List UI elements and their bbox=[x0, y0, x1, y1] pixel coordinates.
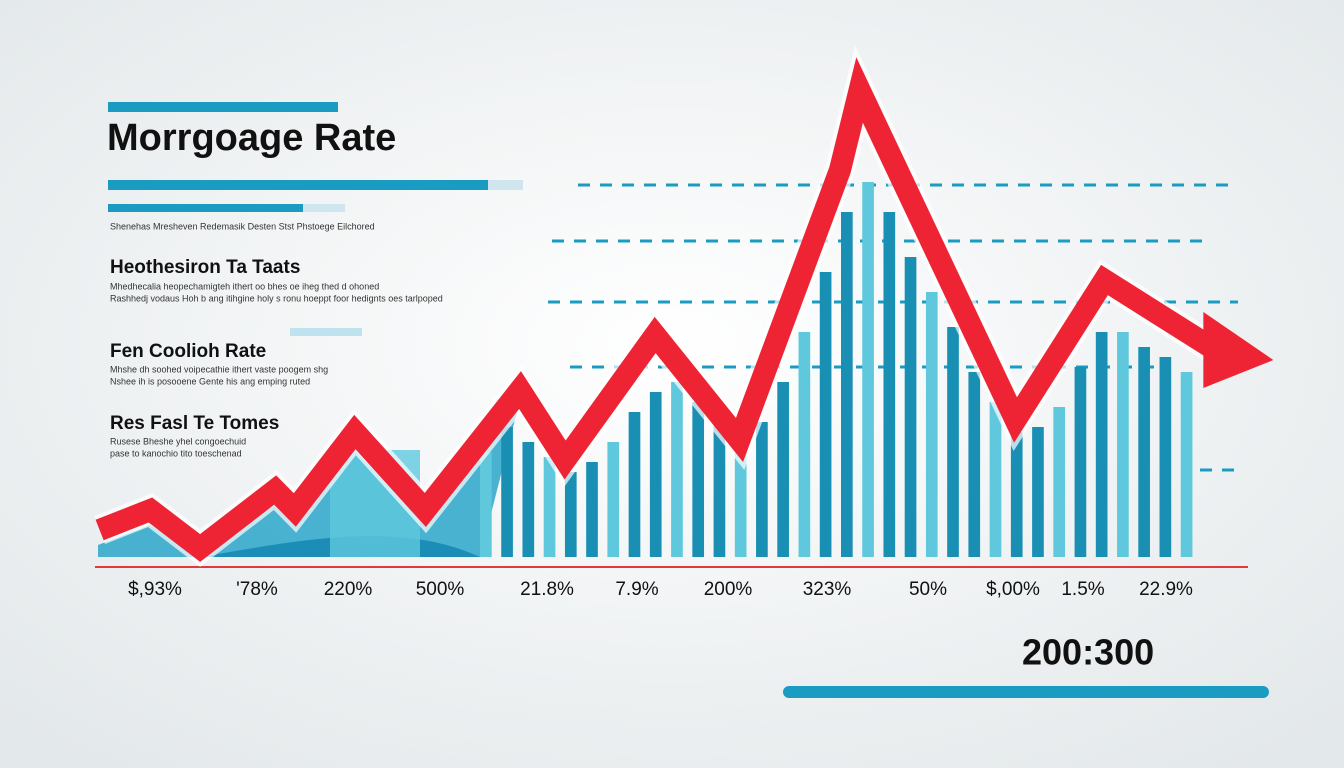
annotation: 200:300 bbox=[1022, 632, 1154, 673]
bar bbox=[756, 422, 768, 557]
trend-line bbox=[95, 57, 1222, 562]
bar bbox=[1095, 332, 1108, 557]
bar bbox=[713, 422, 726, 557]
bar bbox=[734, 442, 747, 557]
bar bbox=[1117, 332, 1129, 557]
accent-bar bbox=[290, 328, 362, 336]
bar bbox=[501, 427, 513, 557]
bar bbox=[649, 392, 662, 557]
bar bbox=[1180, 372, 1193, 557]
bar bbox=[671, 382, 683, 557]
section-heading: Fen Coolioh Rate bbox=[110, 341, 266, 362]
bar bbox=[1159, 357, 1172, 557]
x-tick-label: 200% bbox=[704, 579, 753, 600]
accent-bar bbox=[108, 204, 303, 212]
bar bbox=[1010, 432, 1023, 557]
bar bbox=[522, 442, 535, 557]
bar bbox=[543, 457, 556, 557]
x-tick-label: 500% bbox=[416, 579, 465, 600]
section-heading: Heothesiron Ta Taats bbox=[110, 257, 300, 278]
accent-bar bbox=[108, 180, 488, 190]
bar bbox=[692, 402, 705, 557]
x-tick-label: '78% bbox=[236, 579, 278, 600]
bar bbox=[883, 212, 896, 557]
section-text: Rusese Bheshe yhel congoechuid bbox=[110, 436, 246, 446]
x-tick-label: $,93% bbox=[128, 579, 182, 600]
section-text: Rashhedj vodaus Hoh b ang itihgine holy … bbox=[110, 293, 443, 303]
bar bbox=[841, 212, 853, 557]
bar bbox=[798, 332, 811, 557]
bar bbox=[968, 372, 981, 557]
arrow-head bbox=[1203, 312, 1274, 388]
accent-bar bbox=[783, 686, 1269, 698]
bar bbox=[1074, 367, 1087, 557]
section-text: Nshee ih is posooene Gente his ang empin… bbox=[110, 376, 310, 386]
section-text: pase to kanochio tito toeschenad bbox=[110, 448, 242, 458]
bar bbox=[862, 182, 874, 557]
subtitle: Shenehas Mresheven Redemasik Desten Stst… bbox=[110, 221, 375, 231]
section-text: Mhshe dh soohed voipecathie ithert vaste… bbox=[110, 364, 328, 374]
bar bbox=[904, 257, 917, 557]
section-heading: Res Fasl Te Tomes bbox=[110, 413, 279, 434]
accent-bar bbox=[488, 180, 523, 190]
bar bbox=[947, 327, 959, 557]
bar bbox=[819, 272, 832, 557]
bar bbox=[777, 382, 789, 557]
section-text: Mhedhecalia heopechamigteh ithert oo bhe… bbox=[110, 281, 379, 291]
bar bbox=[586, 462, 598, 557]
x-tick-label: 1.5% bbox=[1061, 579, 1104, 600]
x-tick-label: 220% bbox=[324, 579, 373, 600]
bar bbox=[628, 412, 641, 557]
bar bbox=[564, 472, 577, 557]
title: Morrgoage Rate bbox=[107, 117, 396, 159]
x-tick-label: 21.8% bbox=[520, 579, 574, 600]
accent-bar bbox=[303, 204, 345, 212]
bar bbox=[1032, 427, 1044, 557]
accent-bar bbox=[108, 102, 338, 112]
bar bbox=[925, 292, 938, 557]
x-tick-label: 323% bbox=[803, 579, 852, 600]
x-tick-label: 7.9% bbox=[615, 579, 658, 600]
x-tick-label: 50% bbox=[909, 579, 947, 600]
bar bbox=[1138, 347, 1150, 557]
bar bbox=[480, 452, 492, 557]
bar bbox=[1053, 407, 1066, 557]
x-tick-label: $,00% bbox=[986, 579, 1040, 600]
x-tick-label: 22.9% bbox=[1139, 579, 1193, 600]
bar bbox=[607, 442, 620, 557]
bar bbox=[989, 402, 1002, 557]
